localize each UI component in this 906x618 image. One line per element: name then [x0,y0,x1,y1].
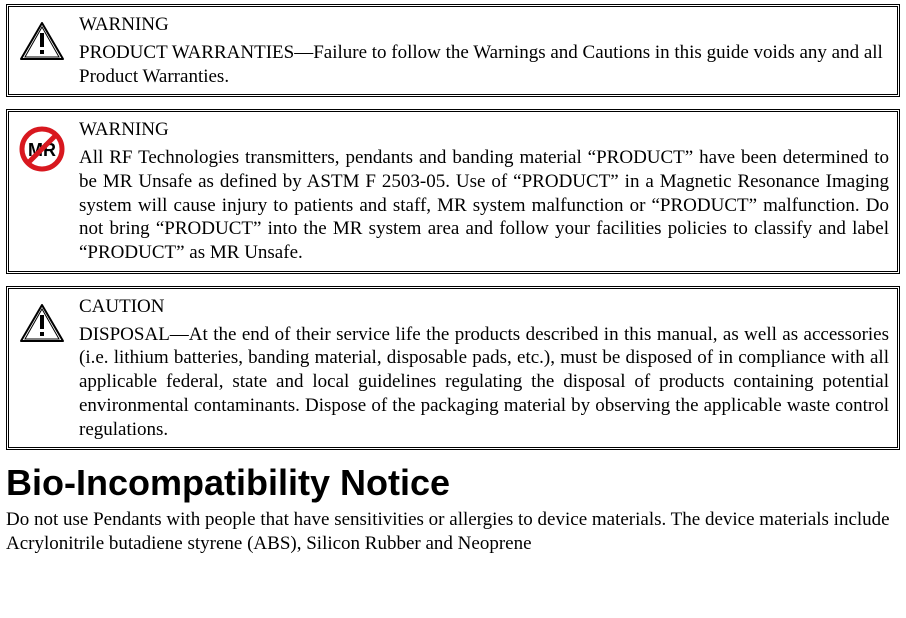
bio-incompatibility-heading: Bio-Incompatibility Notice [6,462,900,504]
box-body: DISPOSAL—At the end of their service lif… [79,323,889,442]
warning-box-warranties: WARNING PRODUCT WARRANTIES—Failure to fo… [6,4,900,97]
box-body: PRODUCT WARRANTIES—Failure to follow the… [79,41,889,89]
bio-incompatibility-body: Do not use Pendants with people that hav… [6,508,900,556]
box-header: WARNING [79,118,889,142]
caution-text-disposal: CAUTION DISPOSAL—At the end of their ser… [79,295,889,442]
warning-triangle-icon [17,295,67,343]
caution-box-disposal: CAUTION DISPOSAL—At the end of their ser… [6,286,900,451]
mr-unsafe-icon: MR [17,118,67,172]
box-header: WARNING [79,13,889,37]
warning-text-mr-unsafe: WARNING All RF Technologies transmitters… [79,118,889,265]
warning-triangle-icon [17,13,67,61]
warning-text-warranties: WARNING PRODUCT WARRANTIES—Failure to fo… [79,13,889,88]
box-header: CAUTION [79,295,889,319]
warning-box-mr-unsafe: MR WARNING All RF Technologies transmitt… [6,109,900,274]
box-body: All RF Technologies transmitters, pendan… [79,146,889,265]
